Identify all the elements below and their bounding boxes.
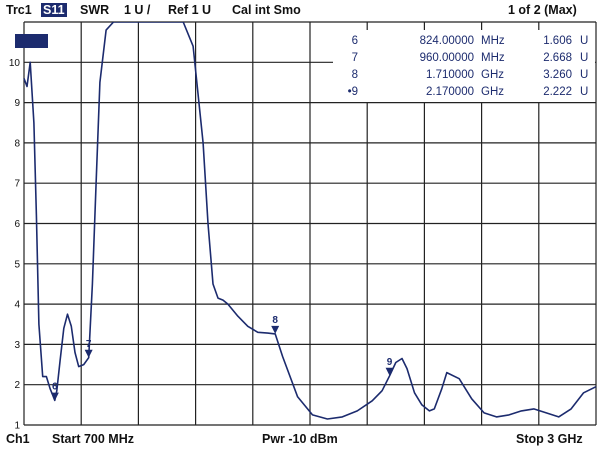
footer-bar: Ch1 Start 700 MHz Pwr -10 dBm Stop 3 GHz [0, 430, 600, 450]
marker-9-triangle[interactable] [385, 367, 394, 376]
page-indicator: 1 of 2 (Max) [508, 3, 577, 17]
channel-label[interactable]: Ch1 [6, 432, 30, 446]
y-tick-label: 5 [14, 259, 20, 270]
y-tick-label: 3 [14, 340, 20, 351]
y-tick-label: 6 [14, 219, 20, 230]
y-tick-label: 8 [14, 138, 20, 149]
y-tick-label: 7 [14, 179, 20, 190]
parameter-badge[interactable]: S11 [41, 3, 67, 17]
marker-row-value-unit: U [580, 35, 588, 47]
reference-level-badge [15, 34, 48, 48]
marker-8-triangle[interactable] [271, 325, 280, 334]
marker-row-value-unit: U [580, 69, 588, 81]
marker-row-frequency-unit: MHz [481, 35, 505, 47]
marker-row-frequency: 1.710000 [426, 69, 474, 81]
marker-row-frequency: 960.00000 [420, 52, 474, 64]
marker-row-value: 2.222 [543, 86, 572, 98]
power-level[interactable]: Pwr -10 dBm [262, 432, 338, 446]
marker-7-triangle[interactable] [84, 349, 93, 358]
y-tick-label: 2 [14, 380, 20, 391]
marker-table-background [333, 30, 595, 102]
y-tick-label: 4 [14, 300, 20, 311]
marker-row-frequency-unit: GHz [481, 86, 504, 98]
y-tick-labels: 10 9 8 7 6 5 4 3 2 1 [9, 58, 21, 432]
y-tick-label: 10 [9, 58, 21, 69]
marker-row-frequency-unit: GHz [481, 69, 504, 81]
marker-row-id: 6 [352, 35, 358, 47]
stop-frequency[interactable]: Stop 3 GHz [516, 432, 583, 446]
marker-table: 6 824.00000 MHz 1.606 U 7 960.00000 MHz 2.668 U 8 1… [333, 30, 595, 102]
marker-row-frequency-unit: MHz [481, 52, 505, 64]
marker-layer: 6 7 8 9 [50, 315, 394, 401]
y-tick-label: 1 [14, 421, 20, 432]
marker-row-value-unit: U [580, 52, 588, 64]
scale-label[interactable]: 1 U / [124, 3, 151, 17]
marker-row-id: 8 [352, 69, 358, 81]
marker-7-label: 7 [86, 339, 92, 350]
marker-8-label: 8 [272, 315, 278, 326]
marker-row-id: 7 [352, 52, 358, 64]
marker-row-frequency: 2.170000 [426, 86, 474, 98]
marker-row-value: 2.668 [543, 52, 572, 64]
marker-row-id: •9 [348, 86, 358, 98]
trace-label[interactable]: Trc1 [6, 3, 32, 17]
marker-6-label: 6 [52, 382, 58, 393]
marker-9-label: 9 [387, 357, 393, 368]
marker-row-value: 1.606 [543, 35, 572, 47]
cal-label[interactable]: Cal int Smo [232, 3, 301, 17]
ref-label[interactable]: Ref 1 U [168, 3, 212, 17]
y-tick-label: 9 [14, 98, 20, 109]
marker-6-triangle[interactable] [50, 392, 59, 401]
header-bar: Trc1 S11 SWR 1 U / Ref 1 U Cal int Smo 1… [0, 0, 600, 22]
format-label[interactable]: SWR [80, 3, 110, 17]
trace-layer [23, 22, 597, 420]
start-frequency[interactable]: Start 700 MHz [52, 432, 134, 446]
marker-row-frequency: 824.00000 [420, 35, 474, 47]
swr-trace [23, 22, 597, 420]
marker-row-value: 3.260 [543, 69, 572, 81]
marker-row-value-unit: U [580, 86, 588, 98]
